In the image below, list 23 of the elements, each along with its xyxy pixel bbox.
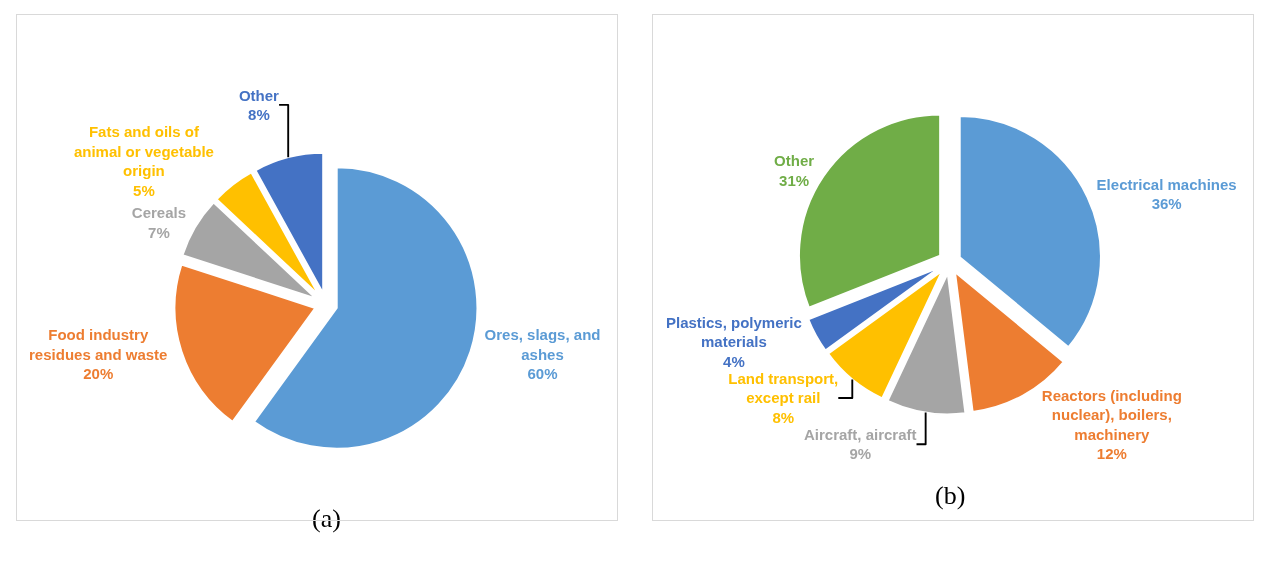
data-label: 20% — [83, 365, 114, 383]
slice-label: Aircraft, aircraft — [803, 425, 917, 443]
slice-label: Reactors (including nuclear), boilers, machinery — [1041, 386, 1182, 443]
text: (b) — [935, 481, 966, 510]
data-label: 8% — [772, 408, 795, 426]
slice-label: Land transport, except rail — [728, 369, 839, 407]
slice-label: Cereals — [131, 204, 187, 222]
data-label: 4% — [723, 352, 745, 370]
slice-label: Ores, slags, and ashes — [484, 326, 601, 363]
data-label: 5% — [133, 181, 155, 199]
data-label: 12% — [1096, 445, 1127, 463]
slice-label: Food industry residues and waste — [29, 326, 168, 363]
slice-label: Other — [238, 86, 280, 104]
data-label: 8% — [248, 106, 270, 124]
data-label: 31% — [779, 171, 810, 189]
data-label: 7% — [148, 223, 170, 241]
slice-label: Fats and oils of animal or vegetable origin — [73, 123, 214, 180]
slice-label: Other — [774, 152, 815, 170]
data-label: 60% — [527, 365, 558, 383]
data-label: 9% — [849, 445, 872, 463]
slice-label: Electrical machines — [1096, 175, 1237, 193]
data-label: 36% — [1151, 195, 1182, 213]
slice-label: Plastics, polymeric materials — [665, 313, 802, 351]
